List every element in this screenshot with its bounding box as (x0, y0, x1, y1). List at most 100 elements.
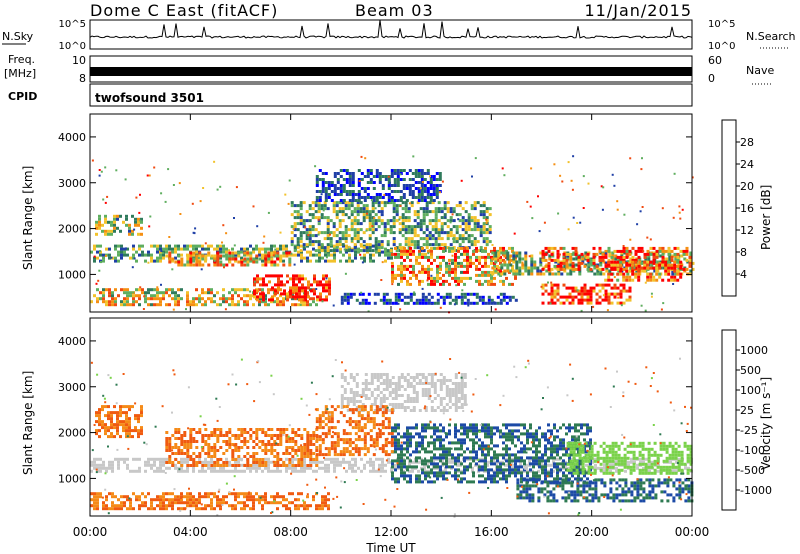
heatmap-cell (93, 460, 96, 464)
heatmap-cell (365, 210, 369, 214)
heatmap-cell (658, 261, 662, 265)
heatmap-cell (134, 426, 137, 430)
heatmap-cell (286, 280, 289, 284)
heatmap-cell (192, 297, 195, 301)
heatmap-cell (682, 267, 686, 271)
heatmap-cell (343, 379, 347, 382)
heatmap-speck (98, 174, 101, 177)
heatmap-cell (140, 226, 143, 230)
heatmap-cell (421, 270, 424, 274)
heatmap-cell (318, 256, 321, 260)
heatmap-cell (434, 243, 438, 247)
heatmap-cell (204, 507, 207, 511)
heatmap-cell (288, 492, 291, 496)
heatmap-cell (264, 431, 268, 434)
heatmap-cell (110, 426, 113, 430)
heatmap-cell (308, 207, 312, 211)
heatmap-cell (90, 460, 93, 464)
heatmap-cell (252, 455, 256, 458)
heatmap-cell (649, 260, 653, 264)
heatmap-cell (631, 272, 635, 276)
heatmap-cell (309, 443, 313, 446)
heatmap-cell (408, 193, 412, 196)
heatmap-cell (350, 213, 354, 217)
heatmap-cell (552, 469, 555, 473)
heatmap-cell (473, 222, 477, 226)
heatmap-cell (393, 466, 396, 470)
heatmap-cell (273, 434, 277, 437)
heatmap-cell (400, 456, 403, 460)
heatmap-cell (326, 207, 330, 211)
heatmap-cell (387, 253, 390, 257)
heatmap-cell (231, 303, 234, 307)
heatmap-cell (580, 252, 584, 256)
heatmap-cell (306, 455, 310, 458)
heatmap-cell (473, 240, 477, 244)
heatmap-cell (291, 440, 295, 443)
heatmap-cell (195, 498, 198, 502)
heatmap-cell (403, 462, 406, 466)
heatmap-cell (601, 255, 605, 259)
heatmap-cell (509, 263, 513, 267)
colorbar-frame (721, 119, 737, 297)
heatmap-cell (405, 172, 409, 175)
heatmap-cell (361, 394, 365, 397)
heatmap-cell (165, 247, 168, 251)
heatmap-cell (312, 247, 315, 251)
heatmap-cell (330, 460, 333, 464)
heatmap-cell (392, 216, 396, 220)
heatmap-cell (643, 252, 647, 256)
heatmap-cell (394, 447, 397, 451)
heatmap-cell (423, 178, 427, 181)
heatmap-cell (433, 388, 437, 391)
heatmap-cell (443, 222, 447, 226)
heatmap-cell (634, 264, 638, 268)
heatmap-cell (427, 373, 431, 376)
heatmap-cell (373, 373, 377, 376)
heatmap-cell (422, 243, 426, 247)
heatmap-cell (676, 272, 680, 276)
heatmap-cell (678, 457, 681, 461)
heatmap-cell (572, 269, 576, 273)
heatmap-cell (457, 385, 461, 388)
heatmap-cell (333, 187, 337, 190)
heatmap-cell (646, 263, 650, 267)
heatmap-cell (592, 258, 596, 262)
nsearch-label: N.Search (746, 30, 796, 43)
heatmap-cell (445, 295, 449, 299)
heatmap-cell (460, 264, 463, 268)
heatmap-cell (359, 201, 363, 205)
heatmap-cell (556, 286, 560, 290)
heatmap-cell (422, 213, 426, 217)
heatmap-cell (302, 246, 306, 250)
heatmap-cell (476, 249, 480, 253)
heatmap-cell (96, 466, 99, 470)
heatmap-cell (228, 257, 232, 261)
heatmap-cell (421, 267, 424, 271)
heatmap-cell (421, 382, 425, 385)
heatmap-cell (446, 219, 450, 223)
heatmap-cell (672, 469, 675, 473)
heatmap-cell (397, 267, 400, 271)
heatmap-cell (562, 252, 566, 256)
heatmap-cell (431, 225, 435, 229)
heatmap-cell (373, 292, 377, 296)
heatmap-cell (427, 388, 431, 391)
heatmap-cell (341, 210, 345, 214)
heatmap-cell (174, 244, 177, 248)
heatmap-cell (246, 303, 249, 307)
heatmap-cell (359, 210, 363, 214)
heatmap-speck (639, 210, 642, 213)
heatmap-speck (488, 282, 491, 285)
heatmap-cell (150, 297, 153, 301)
heatmap-cell (420, 457, 423, 461)
heatmap-cell (90, 300, 93, 304)
heatmap-cell (464, 237, 468, 241)
heatmap-cell (679, 249, 683, 253)
heatmap-cell (222, 244, 225, 248)
heatmap-cell (615, 466, 618, 470)
heatmap-cell (441, 469, 444, 473)
heatmap-cell (198, 263, 202, 267)
heatmap-cell (467, 216, 471, 220)
heatmap-cell (120, 288, 123, 292)
